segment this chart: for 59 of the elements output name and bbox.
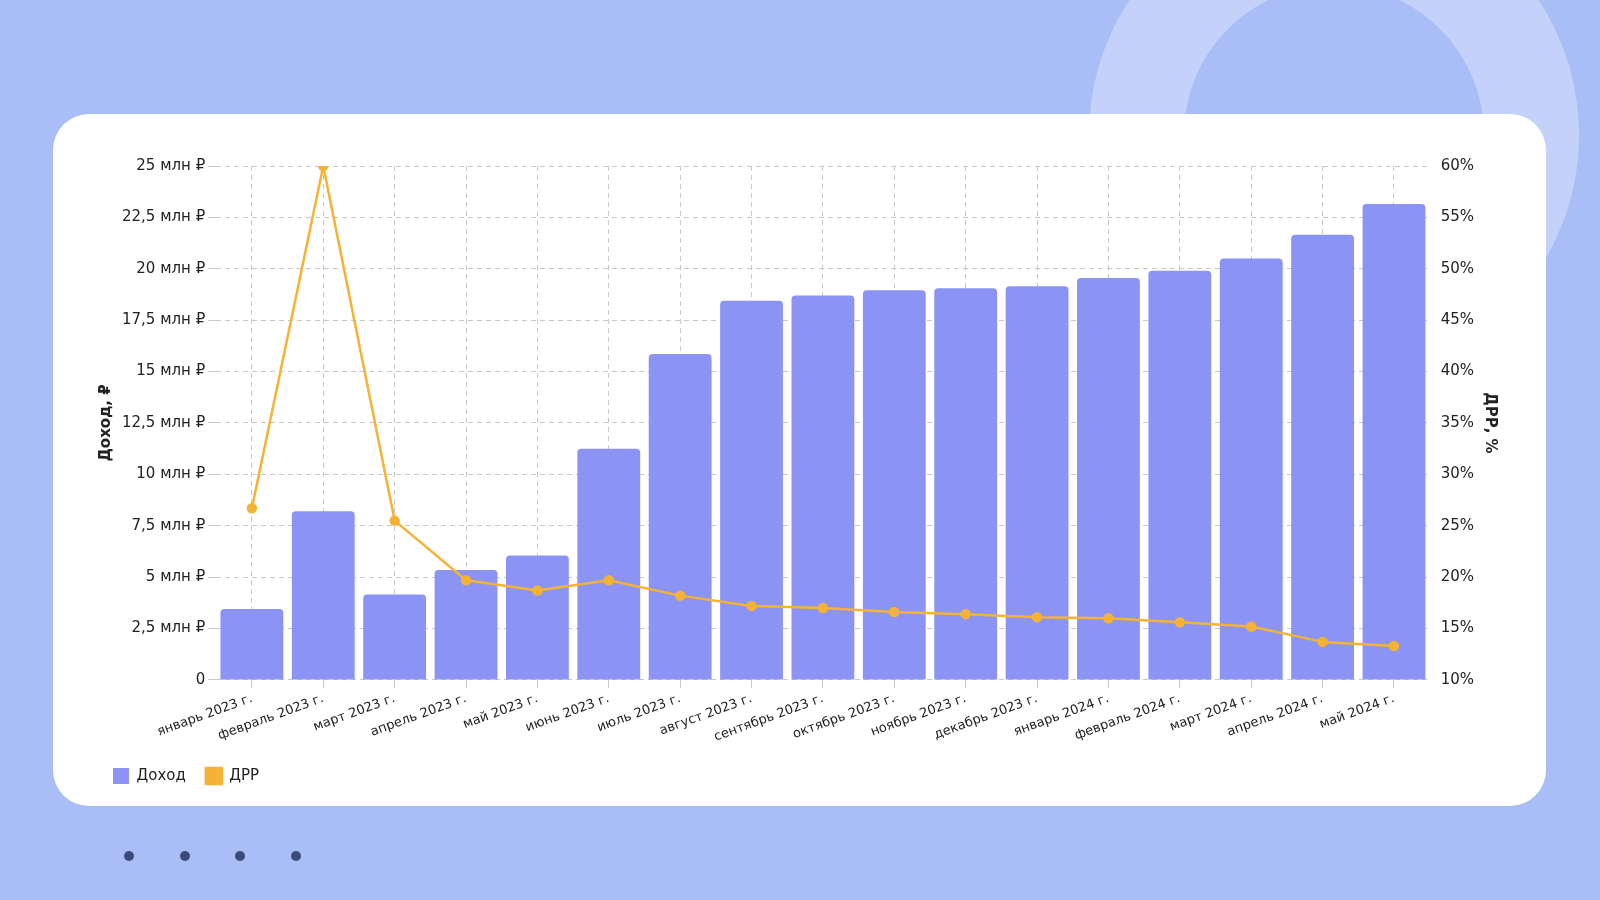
y2-tick-label: 55%	[1440, 207, 1474, 226]
point	[532, 585, 543, 596]
bar	[1219, 258, 1283, 680]
bar	[505, 555, 569, 680]
y2-tick-label: 50%	[1440, 258, 1474, 277]
point	[674, 590, 686, 601]
bar	[291, 511, 355, 680]
point	[603, 574, 615, 586]
y-axis-title: Доход, ₽	[95, 384, 114, 462]
y2-tick-label: 60%	[1440, 155, 1474, 174]
y2-tick-label: 10%	[1440, 669, 1474, 688]
point	[246, 503, 258, 514]
y-tick-label: 5 млн ₽	[145, 567, 206, 586]
point	[960, 608, 971, 620]
point	[1174, 617, 1186, 628]
point	[1031, 611, 1043, 623]
bar	[720, 300, 783, 680]
point	[1103, 612, 1114, 624]
y-tick-label: 22,5 млн ₽	[121, 207, 206, 226]
y2-tick-label: 15%	[1440, 618, 1474, 637]
point	[746, 600, 757, 612]
y-tick-label: 7,5 млн ₽	[131, 515, 206, 534]
y2-tick-label: 25%	[1440, 515, 1474, 534]
bar	[1291, 234, 1354, 680]
bar	[934, 288, 998, 680]
point	[389, 515, 400, 526]
y-tick-label: 20 млн ₽	[136, 258, 206, 277]
y2-tick-label: 30%	[1440, 464, 1474, 483]
bar	[1362, 204, 1426, 680]
point	[889, 606, 900, 618]
y-tick-label: 10 млн ₽	[136, 464, 206, 483]
y2-axis-title: ДРР, %	[1482, 392, 1501, 454]
point	[817, 602, 829, 614]
y-tick-label: 0	[195, 669, 206, 688]
y-tick-label: 12,5 млн ₽	[121, 412, 206, 431]
bar	[648, 354, 712, 680]
point	[1317, 636, 1328, 648]
bar	[862, 290, 926, 680]
y2-tick-label: 20%	[1440, 567, 1474, 586]
y-tick-label: 17,5 млн ₽	[121, 310, 206, 329]
bar	[434, 569, 498, 680]
bar	[577, 448, 641, 680]
y-tick-label: 25 млн ₽	[136, 155, 206, 174]
y2-tick-label: 45%	[1440, 310, 1474, 329]
y-tick-label: 2,5 млн ₽	[131, 618, 206, 637]
point	[460, 574, 472, 586]
bar	[791, 295, 855, 680]
point	[1388, 640, 1400, 652]
bar	[1077, 278, 1140, 680]
legend-label: Доход	[136, 765, 186, 784]
bar	[1148, 270, 1212, 680]
legend-label: ДРР	[229, 765, 260, 784]
y2-tick-label: 40%	[1440, 361, 1474, 380]
bar	[220, 608, 284, 680]
bar	[1005, 286, 1069, 680]
y2-tick-label: 35%	[1440, 412, 1474, 431]
y-tick-label: 15 млн ₽	[136, 361, 206, 380]
point	[1245, 621, 1257, 632]
bar	[363, 594, 427, 680]
